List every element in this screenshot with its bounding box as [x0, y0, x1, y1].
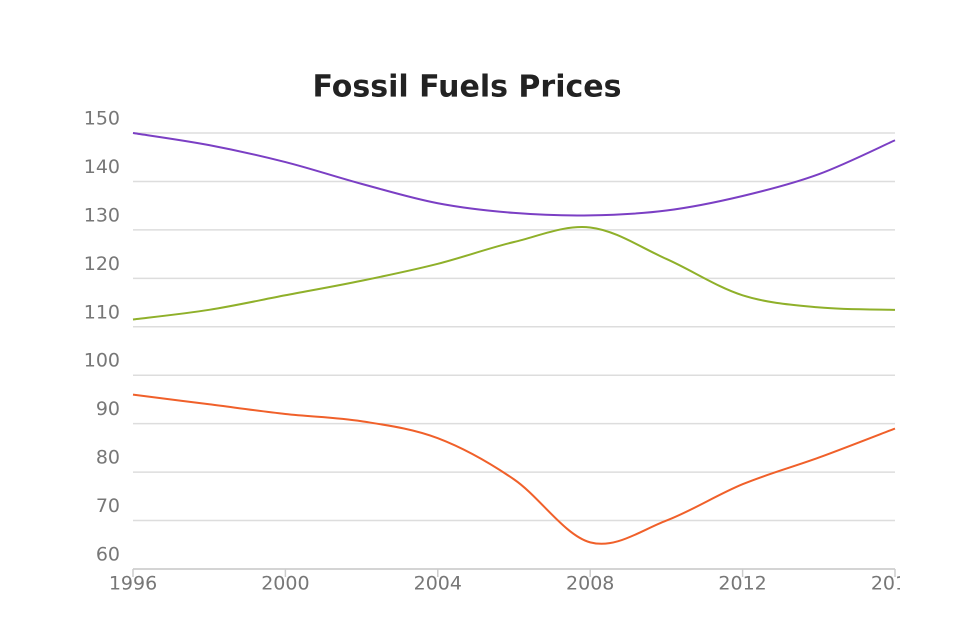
line: [132, 393, 896, 545]
y-tick-label: 70: [96, 495, 120, 517]
y-tick-label: 150: [84, 108, 120, 130]
y-tick-label: 130: [84, 204, 120, 226]
y-tick-label: 110: [84, 301, 120, 323]
x-tick-label: 2000: [261, 573, 309, 595]
line: [132, 132, 896, 217]
x-tick-label: 2008: [566, 573, 614, 595]
y-tick-label: 120: [84, 253, 120, 275]
y-tick-label: 80: [96, 447, 120, 469]
y-tick-label: 60: [96, 544, 120, 566]
chart-title: Fossil Fuels Prices: [313, 70, 622, 105]
line: [132, 226, 896, 321]
x-tick-label: 2012: [718, 573, 766, 595]
x-tick-label: 2004: [414, 573, 462, 595]
y-tick-label: 140: [84, 156, 120, 178]
plot-area: 60 70 80 90 100 110 120 130 140 150 1996 2000 2004 20…: [84, 108, 919, 595]
y-tick-label: 100: [84, 350, 120, 372]
x-tick-label: 1996: [109, 573, 157, 595]
y-tick-label: 90: [96, 398, 120, 420]
x-tick-label: 2016: [871, 573, 919, 595]
